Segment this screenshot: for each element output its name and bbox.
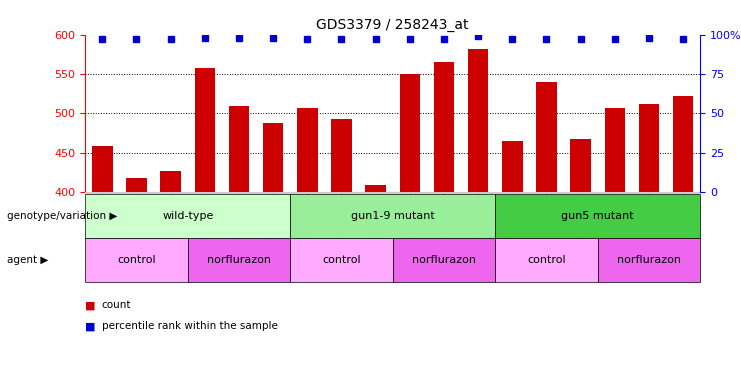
Text: agent ▶: agent ▶ [7, 255, 49, 265]
Bar [468, 49, 488, 192]
Bar [393, 238, 495, 282]
Text: control: control [322, 255, 361, 265]
Text: control: control [117, 255, 156, 265]
Bar [187, 238, 290, 282]
Text: ■: ■ [85, 321, 96, 331]
Text: gun1-9 mutant: gun1-9 mutant [350, 211, 435, 221]
Bar [290, 194, 495, 238]
Bar [85, 192, 700, 194]
Bar [673, 96, 694, 192]
Bar [536, 82, 556, 192]
Text: genotype/variation ▶: genotype/variation ▶ [7, 211, 118, 221]
Bar [502, 141, 522, 192]
Bar [365, 185, 386, 192]
Bar [85, 194, 290, 238]
Bar [331, 119, 352, 192]
Text: count: count [102, 300, 131, 310]
Text: control: control [527, 255, 566, 265]
Bar [229, 106, 249, 192]
Text: norflurazon: norflurazon [412, 255, 476, 265]
Bar [290, 238, 393, 282]
Bar [605, 108, 625, 192]
Bar [92, 146, 113, 192]
Text: gun5 mutant: gun5 mutant [562, 211, 634, 221]
Bar [85, 238, 187, 282]
Bar [399, 74, 420, 192]
Bar [195, 68, 215, 192]
Text: percentile rank within the sample: percentile rank within the sample [102, 321, 277, 331]
Bar [571, 139, 591, 192]
Text: ■: ■ [85, 300, 96, 310]
Bar [297, 108, 318, 192]
Bar [126, 178, 147, 192]
Bar [598, 238, 700, 282]
Bar [495, 194, 700, 238]
Bar [495, 238, 598, 282]
Bar [263, 123, 283, 192]
Text: norflurazon: norflurazon [617, 255, 681, 265]
Text: wild-type: wild-type [162, 211, 213, 221]
Bar [160, 171, 181, 192]
Bar [639, 104, 659, 192]
Bar [433, 62, 454, 192]
Title: GDS3379 / 258243_at: GDS3379 / 258243_at [316, 18, 469, 32]
Text: norflurazon: norflurazon [207, 255, 271, 265]
